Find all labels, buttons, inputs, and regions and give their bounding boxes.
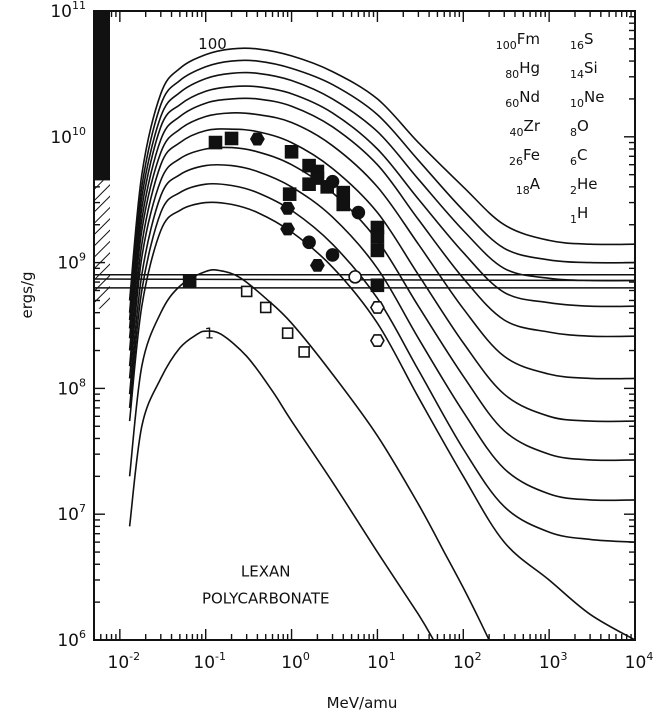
- left-bands: [94, 11, 110, 309]
- marker-filled-circle: [327, 176, 339, 188]
- marker-open-square: [283, 328, 293, 338]
- curve-annotation: 100: [198, 35, 227, 53]
- x-axis-title: MeV/amu: [327, 694, 398, 712]
- marker-filled-square: [337, 198, 349, 210]
- marker-open-hexagon: [371, 302, 384, 313]
- marker-filled-square: [284, 188, 296, 200]
- marker-filled-hexagon: [281, 203, 294, 214]
- marker-filled-square: [303, 178, 315, 190]
- marker-filled-hexagon: [281, 223, 294, 234]
- marker-filled-hexagon: [251, 133, 264, 144]
- marker-open-square: [261, 302, 271, 312]
- marker-filled-square: [371, 244, 383, 256]
- marker-filled-square: [371, 279, 383, 291]
- left-band-hatched: [94, 180, 110, 308]
- marker-open-circle: [349, 271, 361, 283]
- curve-annotation: LEXAN: [241, 562, 291, 580]
- curve-annotation: POLYCARBONATE: [202, 590, 330, 608]
- marker-filled-circle: [303, 236, 315, 248]
- y-axis-title: ergs/g: [18, 271, 36, 318]
- marker-open-hexagon: [371, 335, 384, 346]
- left-band-solid: [94, 11, 110, 180]
- marker-filled-square: [209, 137, 221, 149]
- marker-open-square: [242, 286, 252, 296]
- marker-filled-circle: [352, 207, 364, 219]
- marker-filled-hexagon: [311, 260, 324, 271]
- marker-filled-square: [337, 187, 349, 199]
- marker-filled-square: [184, 275, 196, 287]
- marker-filled-square: [226, 132, 238, 144]
- marker-filled-circle: [327, 249, 339, 261]
- marker-open-square: [299, 347, 309, 357]
- curve-annotation: 1: [204, 324, 214, 342]
- marker-filled-square: [371, 231, 383, 243]
- marker-filled-square: [286, 146, 298, 158]
